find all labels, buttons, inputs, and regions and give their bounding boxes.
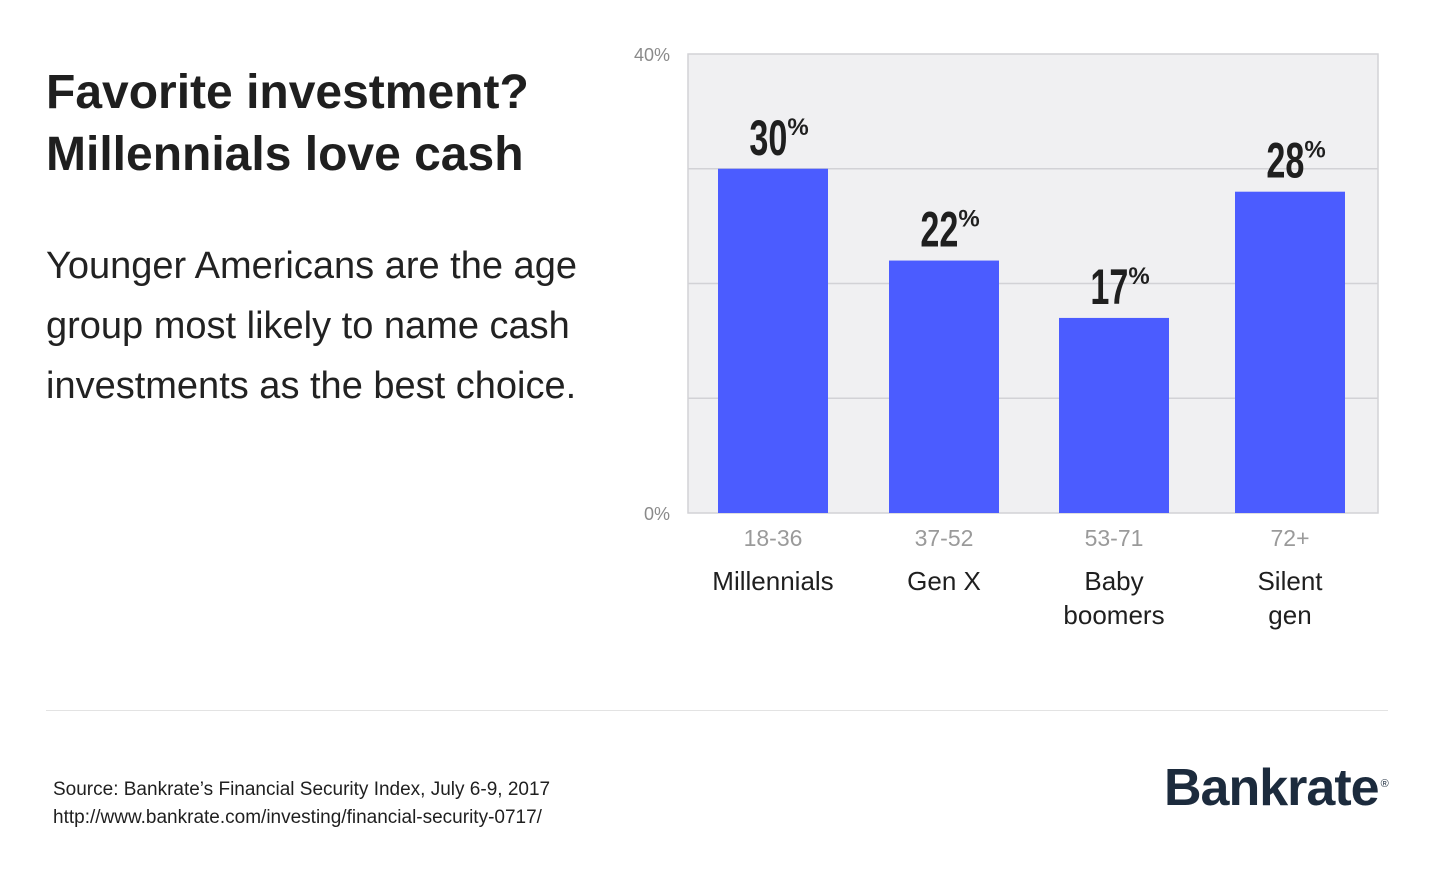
bar-chart: 40% 0% 30% 18-36 Millennials 22% 37-52 Gen X 17%…	[634, 45, 1379, 630]
headline-line-1: Favorite investment?	[46, 66, 529, 119]
data-label: 30%	[749, 110, 808, 166]
divider	[46, 710, 1388, 711]
data-label: 17%	[1090, 259, 1149, 315]
category-label: Millennials	[712, 566, 833, 596]
category-label: Baby boomers	[1063, 566, 1164, 630]
registered-mark: ®	[1380, 778, 1389, 790]
subtext: Younger Americans are the age group most…	[46, 245, 577, 407]
logo-text: Bankrate	[1164, 759, 1380, 817]
bankrate-logo: Bankrate ®	[1164, 758, 1389, 818]
age-range-label: 18-36	[744, 525, 803, 551]
headline-line-2: Millennials love cash	[46, 128, 524, 181]
bar	[718, 168, 828, 513]
source-text: Source: Bankrate’s Financial Security In…	[53, 779, 551, 800]
bar	[1235, 191, 1345, 513]
data-label: 28%	[1266, 133, 1325, 189]
y-tick-label: 40%	[634, 45, 670, 65]
category-label: Gen X	[907, 566, 981, 596]
age-range-label: 72+	[1270, 525, 1309, 551]
headline: Favorite investment? Millennials love ca…	[46, 62, 626, 186]
data-label: 22%	[920, 202, 979, 258]
bar	[1059, 317, 1169, 513]
bar	[889, 260, 999, 513]
y-tick-label: 0%	[644, 504, 670, 524]
category-label: Silent gen	[1257, 566, 1323, 630]
source-note: Source: Bankrate’s Financial Security In…	[53, 776, 550, 832]
age-range-label: 53-71	[1085, 525, 1144, 551]
age-range-label: 37-52	[915, 525, 974, 551]
source-url: http://www.bankrate.com/investing/financ…	[53, 807, 542, 828]
